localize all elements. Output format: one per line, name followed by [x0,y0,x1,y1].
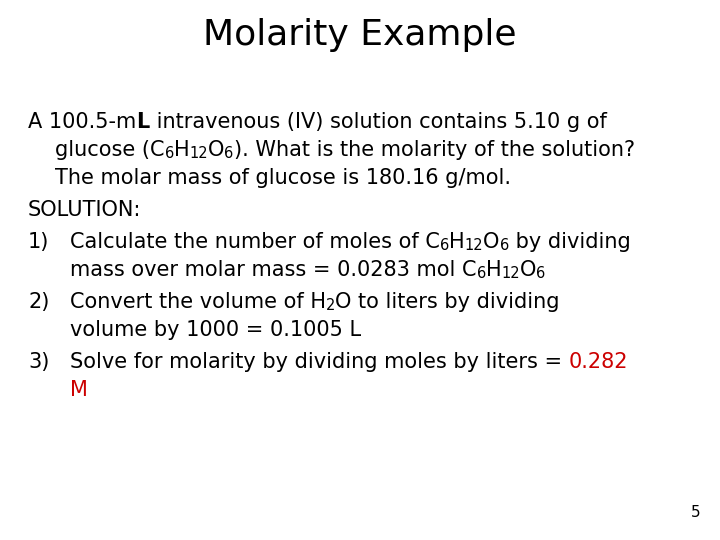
Text: 12: 12 [464,238,483,253]
Text: 0.282: 0.282 [569,352,629,372]
Text: O: O [483,232,500,252]
Text: 12: 12 [189,146,208,161]
Text: O: O [208,140,225,160]
Text: intravenous (IV) solution contains 5.10 g of: intravenous (IV) solution contains 5.10 … [150,112,606,132]
Text: 2: 2 [326,298,336,313]
Text: Molarity Example: Molarity Example [203,18,517,52]
Text: 3): 3) [28,352,50,372]
Text: H: H [174,140,189,160]
Text: Convert the volume of H: Convert the volume of H [70,292,326,312]
Text: 6: 6 [500,238,509,253]
Text: 6: 6 [440,238,449,253]
Text: mass over molar mass = 0.0283 mol C: mass over molar mass = 0.0283 mol C [70,260,477,280]
Text: 2): 2) [28,292,50,312]
Text: volume by 1000 = 0.1005 L: volume by 1000 = 0.1005 L [70,320,361,340]
Text: L: L [136,112,150,132]
Text: 5: 5 [690,505,700,520]
Text: 6: 6 [225,146,233,161]
Text: 1): 1) [28,232,50,252]
Text: by dividing: by dividing [509,232,631,252]
Text: H: H [486,260,501,280]
Text: 6: 6 [164,146,174,161]
Text: H: H [449,232,464,252]
Text: SOLUTION:: SOLUTION: [28,200,141,220]
Text: Solve for molarity by dividing moles by liters =: Solve for molarity by dividing moles by … [70,352,569,372]
Text: O: O [520,260,536,280]
Text: A 100.5-m: A 100.5-m [28,112,136,132]
Text: ). What is the molarity of the solution?: ). What is the molarity of the solution? [233,140,635,160]
Text: Calculate the number of moles of C: Calculate the number of moles of C [70,232,440,252]
Text: The molar mass of glucose is 180.16 g/mol.: The molar mass of glucose is 180.16 g/mo… [55,168,511,188]
Text: M: M [70,380,88,400]
Text: 12: 12 [501,266,520,281]
Text: O to liters by dividing: O to liters by dividing [336,292,560,312]
Text: 6: 6 [477,266,486,281]
Text: 6: 6 [536,266,546,281]
Text: glucose (C: glucose (C [55,140,164,160]
